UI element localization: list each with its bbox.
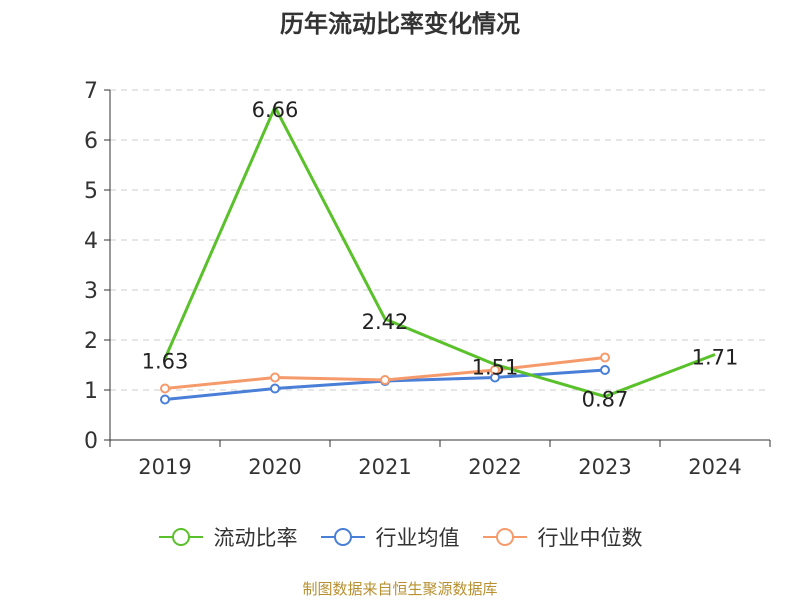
data-point bbox=[380, 375, 390, 385]
data-label: 1.71 bbox=[692, 346, 739, 370]
chart-title: 历年流动比率变化情况 bbox=[280, 10, 520, 38]
data-point bbox=[270, 372, 280, 383]
axes: 0 1 2 3 4 5 6 7 2019 2020 2021 2022 2023 2024 bbox=[84, 79, 771, 479]
x-tick-label: 2019 bbox=[138, 455, 191, 479]
y-tick-label: 6 bbox=[84, 129, 98, 154]
legend-label: 流动比率 bbox=[213, 526, 298, 550]
y-tick-label: 7 bbox=[84, 79, 98, 104]
data-label: 1.63 bbox=[142, 350, 189, 374]
legend: 流动比率 行业均值 行业中位数 bbox=[0, 519, 800, 555]
data-label: 1.51 bbox=[472, 356, 519, 380]
series-line bbox=[163, 105, 716, 398]
data-point bbox=[160, 383, 170, 394]
source-note: 制图数据来自恒生聚源数据库 bbox=[302, 580, 498, 598]
legend-item-industry-median[interactable]: 行业中位数 bbox=[482, 522, 643, 552]
legend-label: 行业中位数 bbox=[537, 526, 643, 550]
legend-label: 行业均值 bbox=[375, 526, 460, 550]
y-tick-label: 2 bbox=[84, 329, 98, 354]
data-point bbox=[600, 352, 610, 363]
data-point bbox=[270, 383, 280, 394]
grid-lines bbox=[110, 89, 770, 391]
x-tick-label: 2020 bbox=[248, 455, 301, 479]
data-label: 6.66 bbox=[252, 98, 299, 122]
data-label: 0.87 bbox=[582, 388, 629, 412]
x-tick-label: 2021 bbox=[358, 455, 411, 479]
legend-item-current-ratio[interactable]: 流动比率 bbox=[158, 522, 298, 552]
data-point bbox=[160, 394, 170, 405]
y-tick-label: 1 bbox=[84, 379, 98, 404]
legend-line-icon bbox=[320, 528, 365, 546]
x-tick-label: 2024 bbox=[688, 455, 741, 479]
data-point bbox=[600, 365, 610, 375]
y-tick-label: 5 bbox=[84, 179, 98, 204]
data-labels: 1.63 6.66 2.42 1.51 0.87 1.71 bbox=[142, 98, 739, 412]
data-label: 2.42 bbox=[362, 310, 409, 334]
legend-line-icon bbox=[158, 528, 203, 546]
y-tick-label: 0 bbox=[84, 429, 98, 454]
legend-item-industry-mean[interactable]: 行业均值 bbox=[320, 522, 460, 552]
y-tick-label: 3 bbox=[84, 279, 98, 304]
x-tick-label: 2022 bbox=[468, 455, 521, 479]
x-tick-label: 2023 bbox=[578, 455, 631, 479]
series-lines bbox=[160, 105, 716, 405]
y-tick-label: 4 bbox=[84, 229, 98, 254]
legend-line-icon bbox=[482, 528, 527, 546]
